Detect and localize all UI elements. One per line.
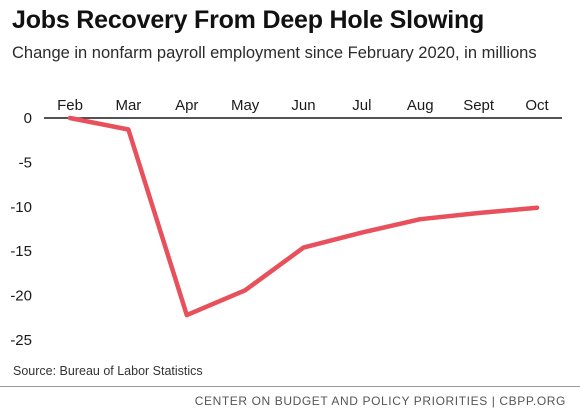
source-note: Source: Bureau of Labor Statistics xyxy=(13,364,203,378)
x-tick-label: Mar xyxy=(115,97,141,114)
chart-title: Jobs Recovery From Deep Hole Slowing xyxy=(12,6,485,34)
data-point xyxy=(243,288,248,293)
data-point xyxy=(68,116,72,120)
x-tick-label: Feb xyxy=(57,97,83,114)
data-point xyxy=(418,217,423,222)
x-tick-label: Oct xyxy=(525,97,549,114)
x-tick-label: Jul xyxy=(352,97,371,114)
series-line xyxy=(67,115,540,318)
data-point xyxy=(126,127,131,132)
x-tick-label: Sept xyxy=(463,97,495,114)
chart-subtitle: Change in nonfarm payroll employment sin… xyxy=(12,44,537,62)
data-point xyxy=(184,313,189,318)
y-tick-label: -25 xyxy=(10,332,32,349)
footer-credit: CENTER ON BUDGET AND POLICY PRIORITIES |… xyxy=(194,394,566,408)
data-point xyxy=(476,211,481,216)
y-axis-ticks: 0 -5 -10 -15 -20 -25 xyxy=(10,110,32,349)
y-tick-label: -10 xyxy=(10,199,32,216)
y-tick-label: -20 xyxy=(10,288,32,305)
x-tick-label: Aug xyxy=(407,97,434,114)
data-point xyxy=(535,205,539,210)
x-tick-label: Jun xyxy=(291,97,315,114)
data-point xyxy=(359,230,364,235)
y-tick-label: 0 xyxy=(24,110,32,127)
footer-bar: CENTER ON BUDGET AND POLICY PRIORITIES |… xyxy=(0,386,580,416)
y-tick-label: -5 xyxy=(19,154,32,171)
series-layer xyxy=(67,115,540,318)
line-chart: 0 -5 -10 -15 -20 -25 Feb Mar Apr May Jun Jul Aug Sep… xyxy=(10,97,562,349)
x-tick-label: Apr xyxy=(175,97,198,114)
y-tick-label: -15 xyxy=(10,243,32,260)
data-point xyxy=(301,245,306,250)
x-tick-label: May xyxy=(231,97,260,114)
x-axis-ticks: Feb Mar Apr May Jun Jul Aug Sept Oct xyxy=(57,97,549,114)
